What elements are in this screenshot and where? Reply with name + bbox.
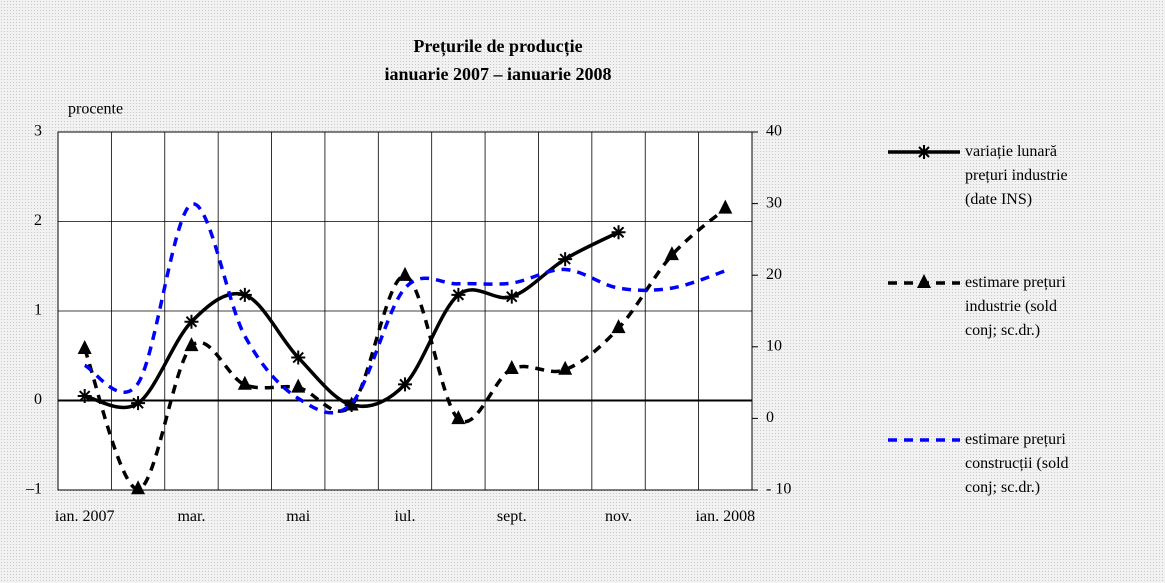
series-line bbox=[83, 207, 727, 492]
marker bbox=[398, 377, 412, 392]
marker bbox=[131, 396, 146, 411]
marker bbox=[237, 287, 252, 302]
marker bbox=[184, 337, 199, 352]
y2-tick-label: 30 bbox=[766, 194, 782, 211]
marker bbox=[558, 252, 573, 267]
marker bbox=[131, 480, 146, 495]
x-tick-label: iul. bbox=[394, 508, 416, 525]
marker bbox=[504, 289, 519, 304]
legend-label: estimare prețuri industrie (sold conj; s… bbox=[965, 274, 1066, 339]
y2-tick-label: 20 bbox=[766, 266, 782, 283]
x-tick-label: sept. bbox=[496, 508, 527, 525]
marker bbox=[291, 350, 306, 365]
marker bbox=[718, 199, 733, 214]
y-tick-label: –1 bbox=[25, 481, 42, 498]
marker bbox=[451, 410, 466, 425]
x-tick-label: ian. 2007 bbox=[54, 508, 115, 525]
marker bbox=[664, 246, 679, 261]
legend-label: estimare prețuri construcții (sold conj;… bbox=[965, 431, 1069, 496]
marker bbox=[611, 225, 626, 240]
x-tick-label: mai bbox=[286, 508, 311, 525]
chart-title: Prețurile de producție bbox=[413, 36, 582, 57]
y2-tick-label: 10 bbox=[766, 337, 782, 354]
x-tick-label: ian. 2008 bbox=[695, 508, 756, 525]
y2-tick-label: - 10 bbox=[766, 481, 791, 498]
marker bbox=[184, 314, 199, 329]
y2-tick-label: 0 bbox=[766, 409, 774, 426]
legend-label: variație lunară prețuri industrie (date … bbox=[965, 143, 1068, 208]
legend-marker bbox=[917, 274, 931, 288]
y-tick-label: 1 bbox=[34, 302, 42, 319]
y2-tick-label: 40 bbox=[766, 123, 782, 140]
chart-subtitle: ianuarie 2007 – ianuarie 2008 bbox=[384, 64, 611, 84]
y-tick-label: 3 bbox=[34, 123, 42, 140]
marker bbox=[77, 389, 92, 404]
marker bbox=[611, 319, 626, 334]
marker bbox=[504, 359, 519, 374]
marker bbox=[451, 287, 466, 302]
y-tick-label: 2 bbox=[34, 212, 42, 229]
x-tick-label: mar. bbox=[177, 508, 206, 525]
plot-border bbox=[57, 131, 753, 491]
marker bbox=[398, 266, 412, 281]
marker bbox=[558, 360, 573, 375]
x-tick-label: nov. bbox=[605, 508, 633, 525]
y-axis-label: procente bbox=[68, 101, 123, 118]
legend-marker bbox=[917, 145, 931, 159]
series-line bbox=[83, 202, 726, 415]
marker bbox=[77, 339, 92, 354]
marker bbox=[237, 375, 252, 390]
marker bbox=[344, 396, 359, 411]
y-tick-label: 0 bbox=[34, 391, 42, 408]
marker bbox=[291, 378, 306, 393]
